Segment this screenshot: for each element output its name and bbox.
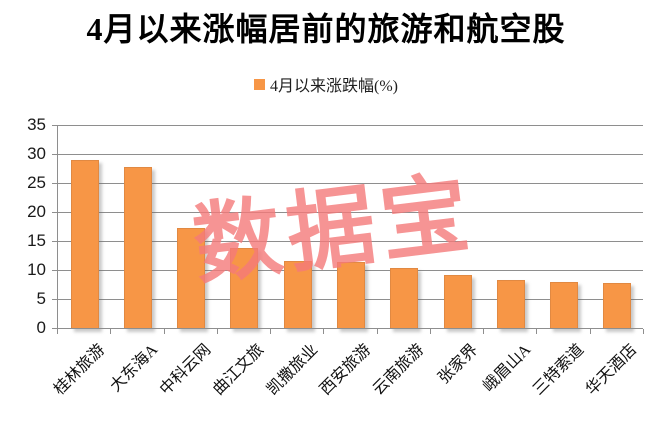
x-axis-tick	[216, 329, 218, 334]
y-axis-tick	[52, 299, 57, 300]
y-tick-label: 20	[27, 202, 46, 221]
y-tick-label: 25	[27, 173, 46, 192]
x-axis-tick	[483, 329, 485, 334]
x-axis-tick	[589, 329, 591, 334]
y-axis-line	[57, 125, 58, 329]
y-tick-label: 5	[36, 289, 46, 308]
y-axis-tick	[52, 270, 57, 271]
y-tick-label: 30	[27, 144, 46, 163]
y-axis-tick	[52, 183, 57, 184]
y-tick-label: 35	[27, 115, 46, 134]
bar	[177, 227, 206, 329]
bar	[496, 279, 525, 329]
y-axis-tick	[52, 212, 57, 213]
x-axis-tick	[57, 329, 58, 334]
bar	[550, 282, 579, 329]
bar	[123, 166, 152, 329]
chart-title: 4月以来涨幅居前的旅游和航空股	[86, 11, 566, 47]
x-axis-tick	[643, 329, 644, 334]
y-tick-label: 15	[27, 231, 46, 250]
gridline	[57, 212, 643, 213]
y-axis-tick	[52, 125, 57, 126]
bar	[337, 261, 365, 329]
legend: 4月以来涨跌幅(%)	[0, 72, 652, 96]
x-axis-tick	[376, 329, 378, 334]
legend-swatch-icon	[254, 78, 265, 90]
x-axis-tick	[429, 329, 431, 334]
bar	[70, 159, 99, 329]
gridline	[57, 125, 643, 126]
bar	[390, 268, 419, 329]
x-axis-tick	[270, 329, 272, 334]
x-axis-tick	[323, 329, 325, 334]
y-axis-tick	[52, 328, 57, 329]
y-axis-tick	[52, 241, 57, 242]
bar	[443, 275, 472, 329]
y-axis-tick	[52, 154, 57, 155]
bar	[230, 247, 259, 329]
bar	[283, 260, 312, 329]
y-tick-label: 0	[36, 318, 46, 337]
x-axis-tick	[163, 329, 165, 334]
x-axis-tick	[110, 329, 112, 334]
x-axis-tick	[536, 329, 538, 334]
y-tick-label: 10	[27, 260, 46, 279]
x-axis-line	[57, 328, 643, 329]
legend-label: 4月以来涨跌幅(%)	[270, 78, 398, 95]
gridline	[57, 241, 643, 242]
gridline	[57, 154, 643, 155]
gridline	[57, 183, 643, 184]
bar	[603, 282, 632, 329]
